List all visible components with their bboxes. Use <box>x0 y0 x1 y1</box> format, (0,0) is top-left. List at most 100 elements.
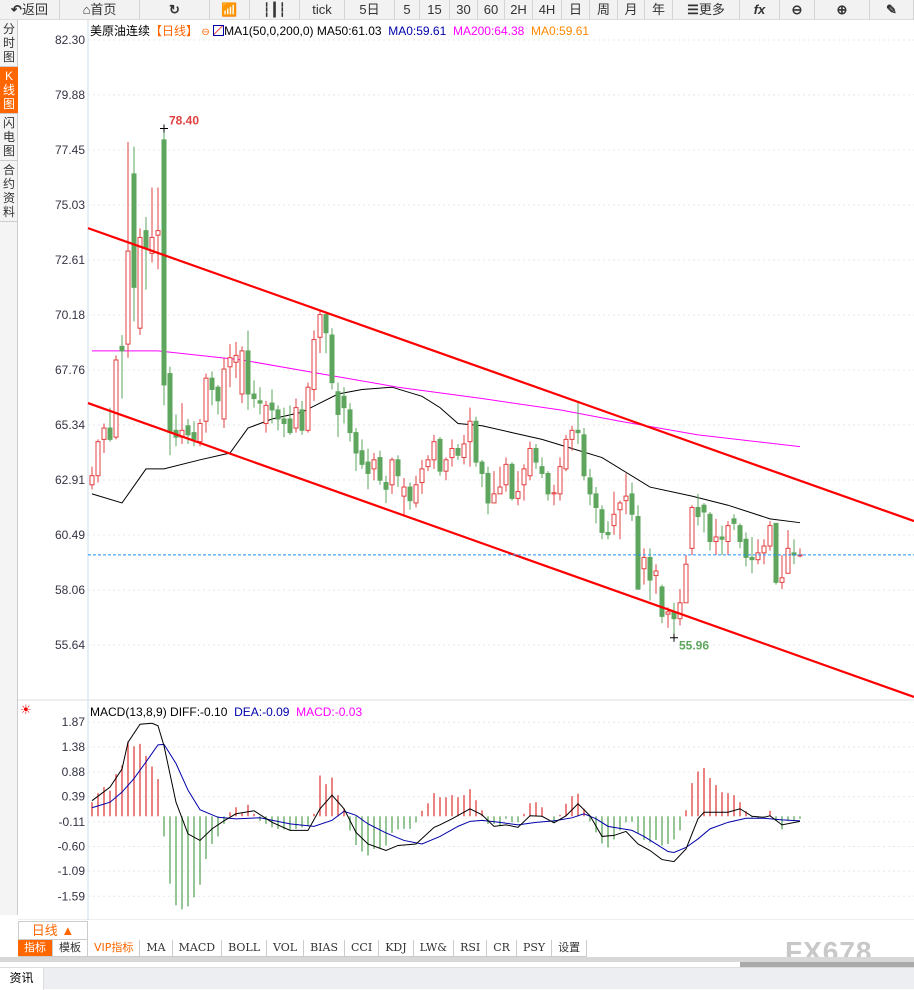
indicator-tab[interactable]: CCI <box>345 940 380 957</box>
candle <box>137 228 143 336</box>
price-tick-label: 67.76 <box>55 363 85 377</box>
toolbar-button-label: 2H <box>510 2 527 17</box>
toolbar-button-返回[interactable]: ↶返回 <box>0 0 60 20</box>
toolbar-button-15[interactable]: 15 <box>420 0 450 20</box>
candle <box>689 505 695 556</box>
dea-line <box>91 743 801 854</box>
sidebar-tab-1[interactable]: K线图 <box>0 67 18 114</box>
indicator-tab[interactable]: RSI <box>454 940 488 957</box>
price-tick-label: 75.03 <box>55 198 85 212</box>
macd-tick-label: -0.60 <box>58 839 86 853</box>
toolbar-button-label: 4H <box>538 2 556 17</box>
indicator-tab[interactable]: MA <box>140 940 173 957</box>
indicator-tab[interactable]: LW& <box>413 940 455 957</box>
settings-circle-icon[interactable]: ⊖ <box>201 27 210 38</box>
candle-body <box>779 577 785 583</box>
candle-body <box>455 447 461 456</box>
indicator-tab[interactable]: VIP指标 <box>88 940 141 957</box>
candle-body <box>605 531 611 536</box>
toolbar-button-30[interactable]: 30 <box>450 0 478 20</box>
toolbar-button-5[interactable]: 5 <box>395 0 420 20</box>
candle <box>389 457 395 494</box>
macd-tick-label: 0.88 <box>62 765 86 779</box>
toolbar-button-60[interactable]: 60 <box>478 0 505 20</box>
candle-body <box>521 468 527 486</box>
menu-icon: ☰ <box>687 2 699 17</box>
price-tick-label: 72.61 <box>55 253 85 267</box>
toolbar-button-首页[interactable]: ⌂首页 <box>60 0 140 20</box>
candle-body <box>581 434 587 477</box>
candle <box>503 457 509 492</box>
indicator-tab[interactable]: MACD <box>172 940 223 957</box>
sidebar-tab-0[interactable]: 分时图 <box>0 20 18 67</box>
candle <box>305 382 311 433</box>
toolbar-button-refresh[interactable]: ↻ <box>140 0 210 20</box>
sidebar-tab-3[interactable]: 合约资料 <box>0 161 18 222</box>
candle <box>317 310 323 354</box>
indicator-icon[interactable] <box>213 25 225 36</box>
toolbar-button-周[interactable]: 周 <box>590 0 618 20</box>
candle-body <box>149 236 155 254</box>
macd-settings-icon[interactable]: ☀ <box>20 702 32 717</box>
toolbar-button-年[interactable]: 年 <box>645 0 673 20</box>
toolbar-button-line-chart[interactable]: 📶 <box>210 0 250 20</box>
candle-body <box>473 420 479 463</box>
toolbar-button-日[interactable]: 日 <box>562 0 590 20</box>
indicator-tab[interactable]: VOL <box>267 940 305 957</box>
toolbar-button-fx[interactable]: fx <box>740 0 780 20</box>
candle <box>347 403 353 442</box>
news-tab[interactable]: 资讯 <box>0 968 44 990</box>
candle <box>125 142 131 358</box>
candle <box>401 477 407 517</box>
candle <box>119 335 125 399</box>
candle <box>677 589 683 626</box>
indicator-tab[interactable]: 模板 <box>53 940 88 957</box>
toolbar-button-月[interactable]: 月 <box>618 0 645 20</box>
indicator-tab[interactable]: BIAS <box>304 940 345 957</box>
candle <box>575 403 581 444</box>
toolbar-button-tick[interactable]: tick <box>300 0 345 20</box>
indicator-tab[interactable]: 设置 <box>552 940 588 957</box>
candle <box>605 521 611 540</box>
period-toggle-button[interactable]: 日线 ▲ <box>18 921 88 940</box>
macd-tick-label: 0.39 <box>62 790 86 804</box>
toolbar-button-2H[interactable]: 2H <box>505 0 533 20</box>
indicator-tab[interactable]: KDJ <box>379 940 414 957</box>
indicator-tab[interactable]: PSY <box>516 940 553 957</box>
candle-body <box>737 525 743 543</box>
footer: 资讯 <box>0 967 914 990</box>
toolbar-button-zoom-in[interactable]: ⊕ <box>815 0 870 20</box>
price-tick-label: 70.18 <box>55 308 85 322</box>
toolbar-button-4H[interactable]: 4H <box>533 0 562 20</box>
toolbar-button-label: 日 <box>568 2 582 17</box>
candle <box>449 439 455 467</box>
candle-body <box>215 386 221 402</box>
sidebar-tab-2[interactable]: 闪电图 <box>0 114 18 161</box>
candle-body <box>335 391 341 415</box>
indicator-tab[interactable]: BOLL <box>222 940 267 957</box>
indicator-tab[interactable]: 指标 <box>18 940 53 957</box>
candle-body <box>407 486 413 502</box>
period-label: 【日线】 <box>150 24 199 38</box>
candle-body <box>563 438 569 470</box>
candle <box>395 455 401 488</box>
candle-body <box>209 377 215 390</box>
toolbar-button-pen[interactable]: ✎ <box>870 0 914 20</box>
toolbar-button-candlestick[interactable]: ┆┃┆ <box>250 0 300 20</box>
ma0-value-2: MA0:59.61 <box>531 24 590 38</box>
candle <box>797 548 803 558</box>
indicator-tab[interactable]: CR <box>487 940 517 957</box>
ma0-value: MA0:59.61 <box>388 24 447 38</box>
toolbar-button-zoom-out[interactable]: ⊖ <box>780 0 815 20</box>
candle-body <box>155 230 161 236</box>
candle-body <box>377 457 383 481</box>
kline-chart[interactable]: 82.30 79.88 77.45 75.03 72.61 70.18 67.76 65.34… <box>18 20 914 920</box>
candle-body <box>191 432 197 440</box>
candle-body <box>569 429 575 440</box>
candle-body <box>401 486 407 497</box>
candle <box>731 514 737 531</box>
candle <box>683 555 689 604</box>
toolbar-button-更多[interactable]: ☰更多 <box>673 0 740 20</box>
candle-body <box>389 459 395 486</box>
toolbar-button-5日[interactable]: 5日 <box>345 0 395 20</box>
